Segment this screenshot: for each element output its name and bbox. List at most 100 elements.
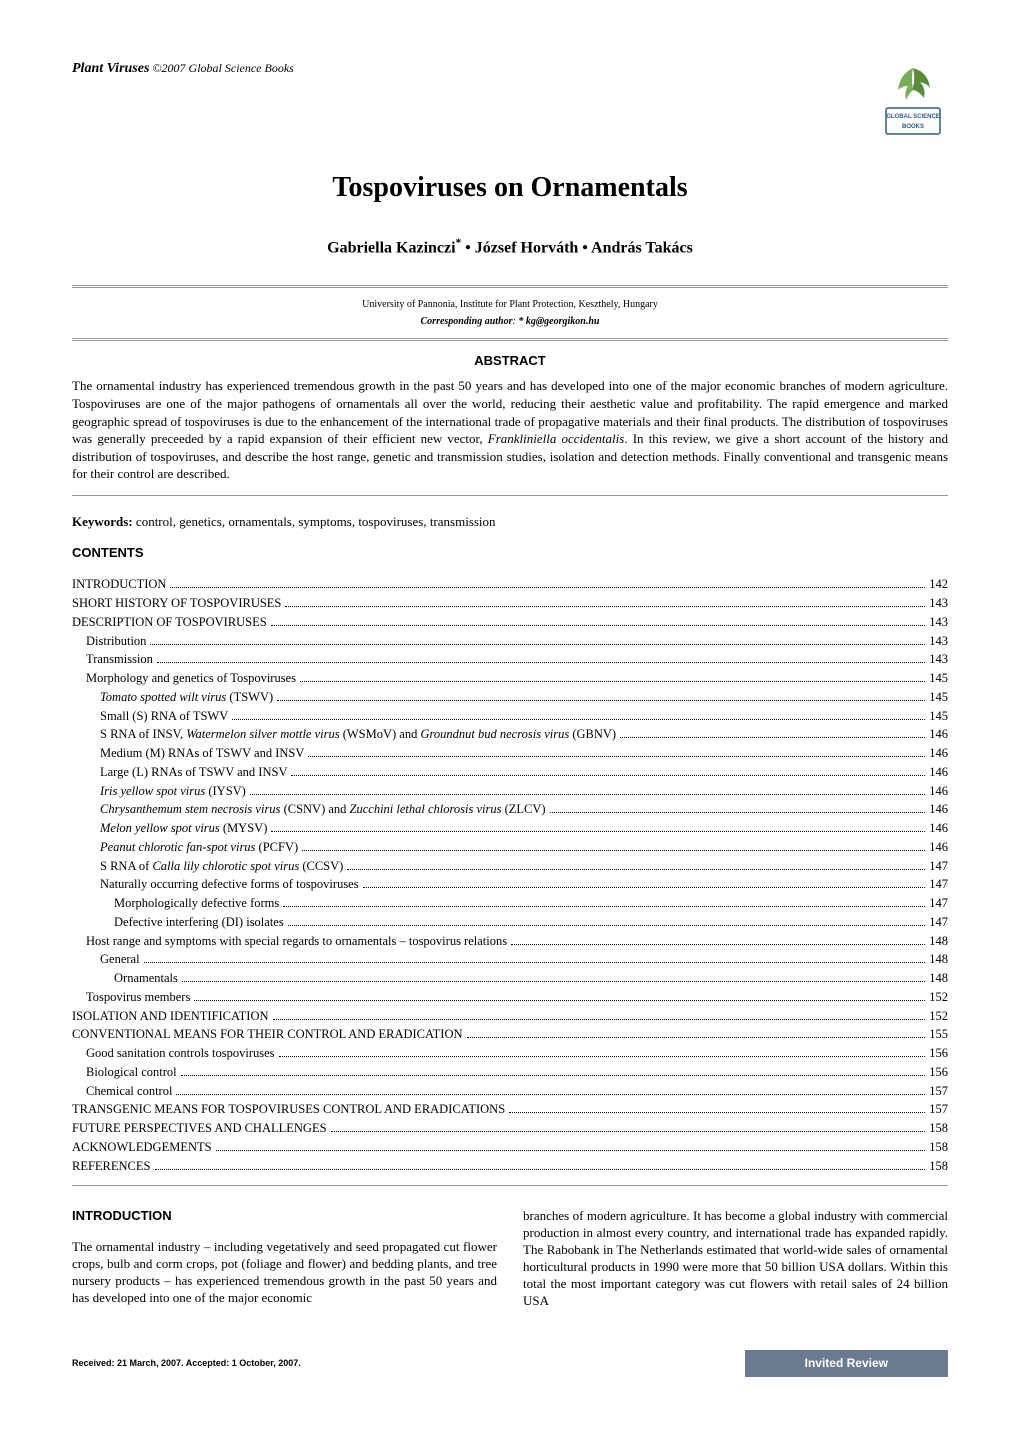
toc-page: 146 [929, 763, 948, 782]
toc-page: 145 [929, 688, 948, 707]
toc-row: Good sanitation controls tospoviruses 15… [72, 1044, 948, 1063]
toc-page: 146 [929, 838, 948, 857]
intro-col-right: branches of modern agriculture. It has b… [523, 1208, 948, 1309]
toc-dots [288, 925, 926, 926]
toc-dots [155, 1169, 926, 1170]
corresponding-label: Corresponding author [421, 316, 513, 327]
toc-label: Good sanitation controls tospoviruses [86, 1044, 275, 1063]
svg-text:GLOBAL SCIENCE: GLOBAL SCIENCE [886, 114, 940, 120]
toc-label: Morphology and genetics of Tospoviruses [86, 669, 296, 688]
toc-row: Defective interfering (DI) isolates 147 [72, 913, 948, 932]
toc-page: 143 [929, 632, 948, 651]
toc-row: SHORT HISTORY OF TOSPOVIRUSES 143 [72, 594, 948, 613]
toc-row: TRANSGENIC MEANS FOR TOSPOVIRUSES CONTRO… [72, 1100, 948, 1119]
toc-row: REFERENCES 158 [72, 1157, 948, 1176]
toc-dots [291, 775, 925, 776]
keywords-line: Keywords: control, genetics, ornamentals… [72, 514, 948, 531]
toc-row: General 148 [72, 950, 948, 969]
toc-dots [271, 831, 925, 832]
journal-copyright: ©2007 Global Science Books [149, 61, 293, 75]
toc-label: Large (L) RNAs of TSWV and INSV [100, 763, 287, 782]
toc-label: Distribution [86, 632, 146, 651]
toc-label: Chrysanthemum stem necrosis virus (CSNV)… [100, 800, 546, 819]
page-footer: Received: 21 March, 2007. Accepted: 1 Oc… [72, 1350, 948, 1378]
toc-label: Morphologically defective forms [114, 894, 279, 913]
toc-label: S RNA of INSV, Watermelon silver mottle … [100, 725, 616, 744]
toc-row: Tospovirus members 152 [72, 988, 948, 1007]
abstract-text: The ornamental industry has experienced … [72, 377, 948, 482]
abstract-heading: ABSTRACT [72, 353, 948, 370]
toc-row: Biological control 156 [72, 1063, 948, 1082]
toc-dots [194, 1000, 925, 1001]
toc-row: INTRODUCTION 142 [72, 575, 948, 594]
toc-page: 147 [929, 857, 948, 876]
toc-page: 145 [929, 707, 948, 726]
toc-dots [279, 1056, 926, 1057]
toc-label: TRANSGENIC MEANS FOR TOSPOVIRUSES CONTRO… [72, 1100, 505, 1119]
toc-label: SHORT HISTORY OF TOSPOVIRUSES [72, 594, 281, 613]
toc-row: Chemical control 157 [72, 1082, 948, 1101]
toc-label: Tospovirus members [86, 988, 190, 1007]
toc-dots [283, 906, 925, 907]
toc-dots [302, 850, 925, 851]
toc-dots [232, 719, 925, 720]
toc-page: 148 [929, 932, 948, 951]
toc-label: Chemical control [86, 1082, 172, 1101]
toc-label: Naturally occurring defective forms of t… [100, 875, 359, 894]
toc-row: S RNA of INSV, Watermelon silver mottle … [72, 725, 948, 744]
affiliation: University of Pannonia, Institute for Pl… [72, 298, 948, 311]
toc-page: 147 [929, 913, 948, 932]
toc-label: Host range and symptoms with special reg… [86, 932, 507, 951]
toc-dots [170, 587, 925, 588]
intro-text-left: The ornamental industry – including vege… [72, 1239, 497, 1307]
toc-page: 146 [929, 782, 948, 801]
authors-line: Gabriella Kazinczi* • József Horváth • A… [72, 236, 948, 259]
toc-row: FUTURE PERSPECTIVES AND CHALLENGES 158 [72, 1119, 948, 1138]
journal-line: Plant Viruses ©2007 Global Science Books [72, 60, 294, 78]
journal-name: Plant Viruses [72, 61, 149, 76]
toc-page: 156 [929, 1063, 948, 1082]
toc-page: 158 [929, 1138, 948, 1157]
toc-label: Tomato spotted wilt virus (TSWV) [100, 688, 273, 707]
toc-label: INTRODUCTION [72, 575, 166, 594]
toc-label: Biological control [86, 1063, 177, 1082]
toc-dots [550, 812, 926, 813]
toc-page: 143 [929, 613, 948, 632]
toc-label: ACKNOWLEDGEMENTS [72, 1138, 212, 1157]
toc-dots [273, 1019, 926, 1020]
toc-row: Host range and symptoms with special reg… [72, 932, 948, 951]
toc-row: Peanut chlorotic fan-spot virus (PCFV) 1… [72, 838, 948, 857]
keywords-value: control, genetics, ornamentals, symptoms… [133, 514, 496, 529]
toc-label: Transmission [86, 650, 153, 669]
toc-dots [509, 1112, 925, 1113]
divider [72, 495, 948, 496]
toc-label: Small (S) RNA of TSWV [100, 707, 228, 726]
toc-page: 152 [929, 988, 948, 1007]
toc-label: Medium (M) RNAs of TSWV and INSV [100, 744, 304, 763]
keywords-label: Keywords: [72, 514, 133, 529]
toc-row: Iris yellow spot virus (IYSV) 146 [72, 782, 948, 801]
toc-row: Transmission 143 [72, 650, 948, 669]
toc-page: 155 [929, 1025, 948, 1044]
toc-dots [363, 887, 926, 888]
toc-page: 156 [929, 1044, 948, 1063]
abstract-species-italic: Frankliniella occidentalis [488, 431, 625, 446]
toc-dots [300, 681, 925, 682]
toc-label: Peanut chlorotic fan-spot virus (PCFV) [100, 838, 298, 857]
divider [72, 338, 948, 341]
toc-dots [277, 700, 925, 701]
toc-page: 158 [929, 1119, 948, 1138]
toc-row: Melon yellow spot virus (MYSV) 146 [72, 819, 948, 838]
svg-text:BOOKS: BOOKS [902, 124, 924, 130]
toc-label: Ornamentals [114, 969, 178, 988]
toc-label: REFERENCES [72, 1157, 151, 1176]
toc-row: ISOLATION AND IDENTIFICATION 152 [72, 1007, 948, 1026]
toc-page: 142 [929, 575, 948, 594]
table-of-contents: INTRODUCTION 142SHORT HISTORY OF TOSPOVI… [72, 575, 948, 1175]
divider [72, 1185, 948, 1186]
toc-row: CONVENTIONAL MEANS FOR THEIR CONTROL AND… [72, 1025, 948, 1044]
toc-dots [144, 962, 926, 963]
toc-page: 146 [929, 725, 948, 744]
toc-page: 152 [929, 1007, 948, 1026]
received-date: Received: 21 March, 2007. Accepted: 1 Oc… [72, 1358, 301, 1370]
